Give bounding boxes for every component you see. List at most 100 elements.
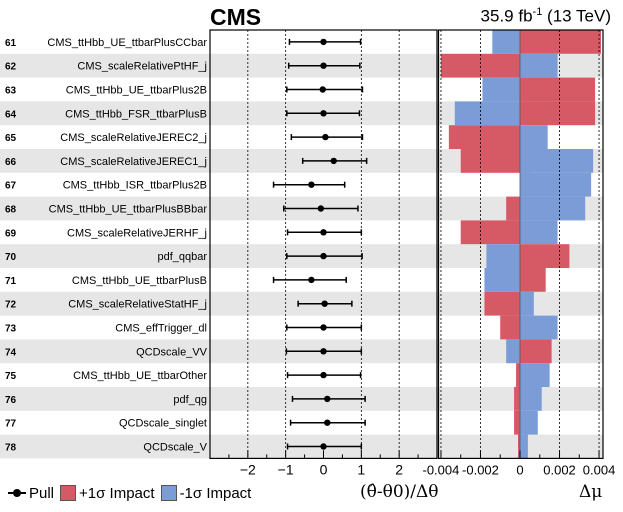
- down-impact-bar: [506, 339, 520, 364]
- pull-point: [320, 229, 327, 236]
- legend-up-label: +1σ Impact: [79, 484, 155, 502]
- up-impact-bar: [448, 125, 520, 149]
- down-impact-bar: [520, 387, 542, 411]
- down-impact-bar: [454, 101, 520, 126]
- row-rank-label: 69: [5, 228, 17, 239]
- pull-point: [320, 62, 327, 69]
- up-impact-bar: [520, 244, 570, 268]
- pull-point: [320, 324, 327, 331]
- experiment-title: CMS: [210, 4, 262, 30]
- up-impact-bar: [514, 387, 520, 411]
- nuisance-name-label: CMS_scaleRelativePtHF_j: [77, 61, 207, 73]
- up-impact-bar: [460, 149, 520, 173]
- nuisance-name-label: CMS_ttHbb_UE_ttbarPlusB: [72, 275, 207, 287]
- nuisance-name-label: QCDscale_singlet: [119, 418, 207, 430]
- nuisance-name-label: QCDscale_V: [143, 442, 207, 454]
- pull-tick-label: 0: [320, 461, 328, 477]
- row-rank-label: 63: [5, 86, 17, 97]
- down-impact-bar: [520, 53, 558, 78]
- pull-point: [324, 419, 331, 426]
- nuisance-name-label: QCDscale_VV: [136, 346, 208, 358]
- pull-tick-label: 2: [395, 461, 403, 477]
- row-rank-label: 76: [5, 395, 17, 406]
- pull-point: [320, 38, 327, 46]
- down-impact-bar: [492, 30, 520, 54]
- row-rank-label: 61: [5, 38, 17, 49]
- nuisance-name-label: CMS_scaleRelativeJEREC2_j: [60, 132, 207, 144]
- nuisance-name-label: CMS_ttHbb_UE_ttbarOther: [73, 370, 207, 382]
- pull-point: [317, 205, 325, 212]
- down-impact-bar: [520, 172, 592, 197]
- legend-down-label: -1σ Impact: [179, 484, 252, 502]
- down-impact-bar: [484, 268, 520, 292]
- down-impact-bar: [520, 125, 548, 149]
- up-impact-bar: [516, 363, 520, 387]
- lumi-value: 35.9 fb: [480, 6, 533, 26]
- nuisance-name-label: CMS_ttHbb_UE_ttbarPlus2B: [66, 85, 207, 97]
- down-impact-bar: [486, 244, 520, 268]
- down-impact-bar: [520, 220, 558, 245]
- nuisance-name-label: CMS_scaleRelativeJEREC1_j: [60, 156, 207, 168]
- nuisance-name-label: CMS_ttHbb_UE_ttbarPlusCCbar: [47, 37, 207, 49]
- down-impact-bar: [520, 315, 558, 340]
- row-rank-label: 72: [5, 300, 17, 311]
- nuisance-name-label: pdf_qqbar: [157, 251, 207, 263]
- impact-tick-label: 0.004: [583, 462, 616, 477]
- down-impact-bar: [520, 363, 550, 387]
- pull-point: [322, 133, 329, 141]
- impact-tick-label: -0.004: [423, 462, 460, 477]
- pull-point: [320, 443, 327, 450]
- down-impact-bar: [520, 149, 594, 173]
- impact-frame: [437, 29, 604, 459]
- legend: Pull +1σ Impact -1σ Impact: [8, 482, 257, 504]
- up-impact-bar: [506, 196, 520, 221]
- row-rank-label: 70: [5, 252, 17, 263]
- pull-point: [320, 110, 327, 117]
- luminosity-label: 35.9 fb-1 (13 TeV): [481, 6, 611, 27]
- nuisance-name-label: CMS_effTrigger_dl: [115, 323, 207, 335]
- up-impact-bar: [518, 434, 520, 459]
- nuisance-name-label: CMS_ttHbb_ISR_ttbarPlus2B: [63, 180, 207, 192]
- row-rank-label: 74: [5, 347, 17, 358]
- nuisance-name-label: CMS_ttHbb_FSR_ttbarPlusB: [65, 108, 207, 120]
- pull-point: [308, 181, 315, 188]
- down-impact-bar: [520, 410, 538, 435]
- pull-point: [320, 371, 327, 379]
- row-stripe: [0, 149, 603, 173]
- pull-point: [320, 252, 327, 260]
- pull-point: [324, 395, 331, 403]
- impact-tick-label: -0.002: [462, 462, 499, 477]
- nuisance-name-label: CMS_ttHbb_UE_ttbarPlusBBbar: [49, 204, 208, 216]
- lumi-exponent: -1: [532, 6, 543, 18]
- nuisance-name-label: CMS_scaleRelativeJERHF_j: [67, 227, 207, 239]
- row-rank-label: 73: [5, 324, 17, 335]
- up-impact-bar: [500, 315, 520, 340]
- row-rank-label: 65: [5, 133, 17, 144]
- legend-pull-label: Pull: [29, 484, 55, 502]
- pull-tick-label: −1: [278, 461, 294, 477]
- pull-axis-label: (θ̂-θ0)/Δθ: [360, 482, 439, 502]
- nuisance-name-label: CMS_scaleRelativeStatHF_j: [68, 299, 207, 311]
- nuisance-name-label: pdf_qg: [173, 394, 207, 406]
- down-impact-bar: [520, 291, 534, 316]
- row-rank-label: 62: [5, 62, 17, 73]
- down-impact-bar: [482, 77, 520, 102]
- down-impact-swatch: [160, 485, 177, 501]
- energy-label: (13 TeV): [547, 6, 611, 26]
- row-rank-label: 68: [5, 205, 17, 216]
- down-impact-bar: [520, 434, 528, 459]
- up-impact-bar: [460, 220, 520, 245]
- down-impact-bar: [520, 196, 586, 221]
- pull-point: [319, 86, 326, 93]
- up-impact-bar: [484, 291, 520, 316]
- row-rank-label: 64: [5, 109, 17, 120]
- pull-marker-icon: [8, 485, 26, 501]
- legend-pull: Pull: [8, 485, 54, 502]
- row-rank-label: 66: [5, 157, 17, 168]
- pull-tick-label: 1: [357, 461, 365, 477]
- row-rank-label: 75: [5, 371, 17, 382]
- impact-tick-label: 0: [516, 462, 523, 477]
- up-impact-bar: [440, 53, 520, 78]
- pull-point: [320, 348, 327, 355]
